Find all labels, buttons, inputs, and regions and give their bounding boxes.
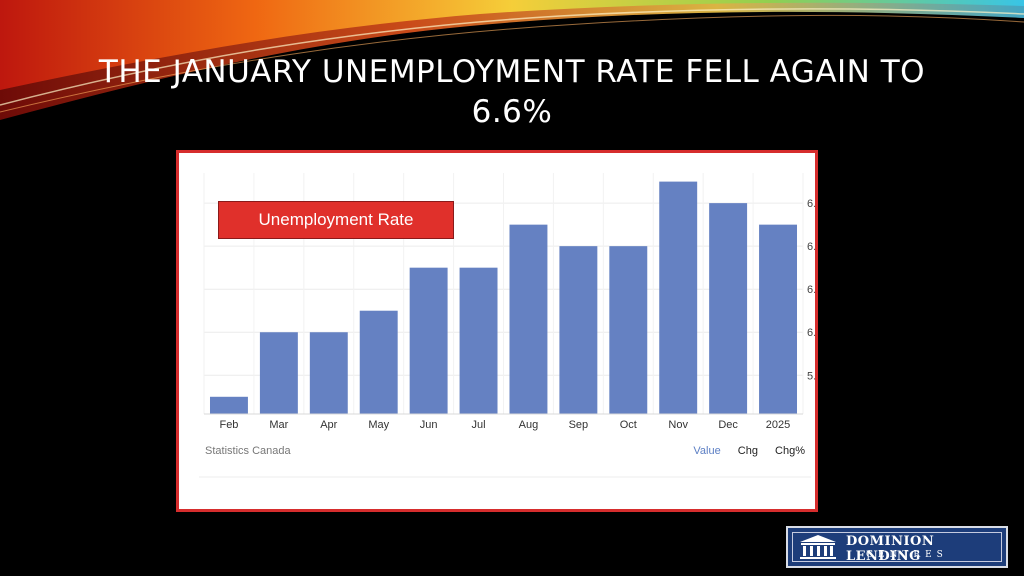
x-tick-label: Sep	[569, 419, 589, 431]
source-label: Statistics Canada	[205, 445, 291, 457]
bar	[309, 332, 348, 414]
x-tick-label: Jun	[420, 419, 438, 431]
bar	[759, 224, 798, 414]
x-tick-label: Jul	[472, 419, 486, 431]
decorative-swoosh	[0, 0, 1024, 120]
y-tick-label: 5.90	[807, 370, 815, 382]
bar	[459, 267, 498, 414]
tab-chg-percent[interactable]: Chg%	[775, 445, 805, 457]
y-tick-label: 6.30	[807, 284, 815, 296]
bar	[709, 203, 748, 414]
bar	[559, 246, 598, 414]
company-logo: DOMINION LENDING CENTRES	[786, 526, 1008, 568]
chart-panel: 5.906.106.306.506.70%FebMarAprMayJunJulA…	[176, 150, 818, 512]
slide-title: THE JANUARY UNEMPLOYMENT RATE FELL AGAIN…	[98, 54, 926, 130]
x-tick-label: Feb	[219, 419, 238, 431]
x-tick-label: May	[368, 419, 389, 431]
bar	[259, 332, 298, 414]
x-tick-label: 2025	[766, 419, 790, 431]
bar	[359, 310, 398, 414]
logo-name: DOMINION LENDING	[846, 534, 935, 564]
x-tick-label: Nov	[668, 419, 688, 431]
x-tick-label: Mar	[269, 419, 288, 431]
tab-value[interactable]: Value	[693, 445, 721, 457]
building-icon	[800, 535, 836, 559]
tab-chg[interactable]: Chg	[737, 445, 758, 457]
chart-tabs: Value Chg Chg%	[679, 445, 805, 457]
bar	[659, 181, 698, 414]
logo-sub: CENTRES	[866, 550, 948, 560]
bar	[509, 224, 548, 414]
y-tick-label: 6.50	[807, 241, 815, 253]
x-tick-label: Oct	[620, 419, 637, 431]
x-tick-label: Apr	[320, 419, 337, 431]
bar	[209, 396, 248, 414]
legend-label: Unemployment Rate	[218, 201, 454, 239]
y-tick-label: 6.70	[807, 198, 815, 210]
x-tick-label: Aug	[519, 419, 539, 431]
bar	[409, 267, 448, 414]
y-tick-label: 6.10	[807, 327, 815, 339]
x-tick-label: Dec	[718, 419, 738, 431]
bar	[609, 246, 648, 414]
